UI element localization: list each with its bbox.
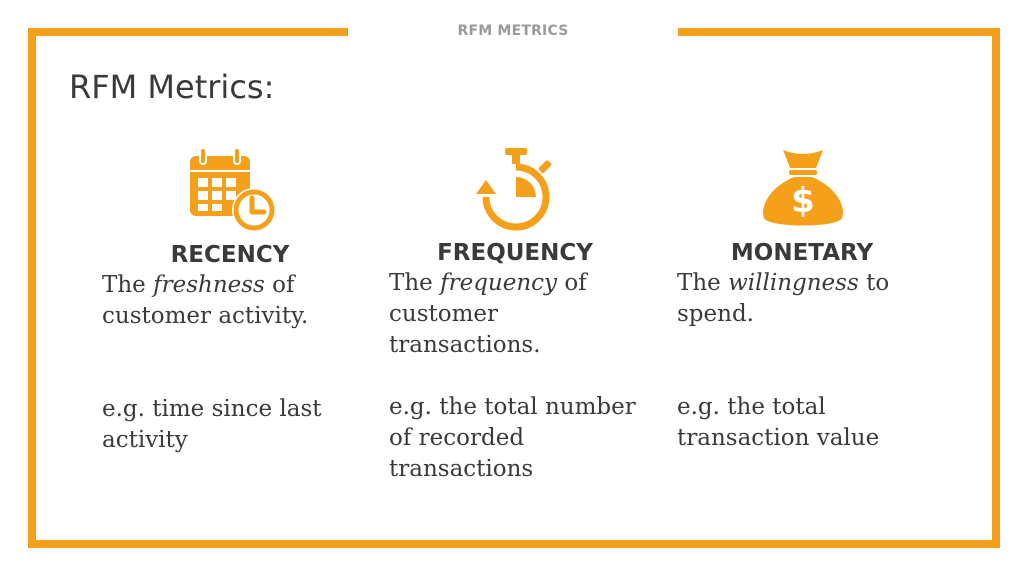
recency-desc-emphasis: freshness xyxy=(153,272,265,298)
monetary-heading: MONETARY xyxy=(730,240,874,266)
stopwatch-icon xyxy=(472,146,558,236)
frequency-desc-prefix: The xyxy=(389,270,441,296)
slide-title: RFM Metrics: xyxy=(69,68,275,106)
frequency-desc-suffix: of customer transactions. xyxy=(389,270,587,358)
monetary-desc-suffix: to spend. xyxy=(677,270,890,327)
header-gap xyxy=(348,20,678,44)
frequency-example: e.g. the total number of recorded transa… xyxy=(389,394,636,482)
recency-heading: RECENCY xyxy=(170,242,290,268)
monetary-desc-emphasis: willingness xyxy=(728,270,859,296)
frequency-description: The frequency of customer transactions. xyxy=(389,268,649,361)
monetary-example: e.g. the total transaction value xyxy=(677,394,880,451)
money-bag-icon: $ xyxy=(758,146,848,232)
recency-desc-prefix: The xyxy=(102,272,154,298)
header-label: RFM METRICS xyxy=(457,23,569,39)
monetary-desc-prefix: The xyxy=(677,270,729,296)
frequency-heading: FREQUENCY xyxy=(437,240,593,266)
recency-description: The freshness of customer activity. xyxy=(102,270,352,332)
monetary-description: The willingness to spend. xyxy=(677,268,927,330)
calendar-clock-icon xyxy=(186,146,278,234)
svg-text:$: $ xyxy=(791,181,815,221)
recency-desc-suffix: of customer activity. xyxy=(102,272,309,329)
frequency-desc-emphasis: frequency xyxy=(440,270,558,296)
recency-example: e.g. time since last activity xyxy=(102,396,322,453)
